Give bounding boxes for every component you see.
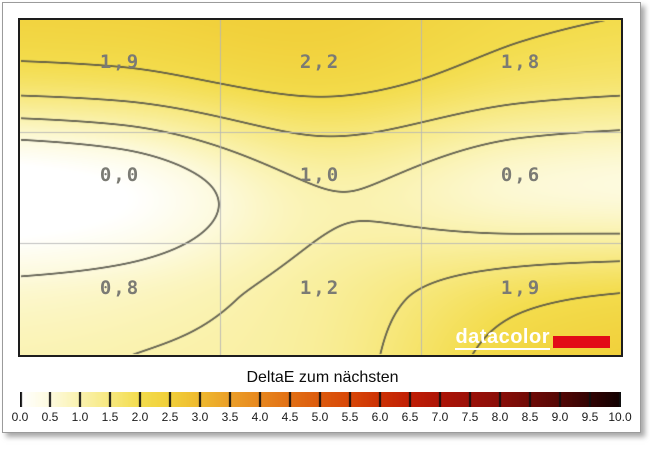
cell-value-label: 1,0 <box>299 164 341 186</box>
scale-tick-label: 6.5 <box>401 410 419 424</box>
cell-value-label: 0,8 <box>99 277 141 299</box>
scale-tick-label: 7.5 <box>461 410 479 424</box>
scale-tick-labels: 0.0 0.5 1.0 1.5 2.0 2.5 3.0 3.5 4.0 4.5 5.0 5.5 6.0 6… <box>12 410 632 426</box>
cell-value-label: 0,0 <box>99 164 141 186</box>
datacolor-logo: datacolor <box>455 326 610 350</box>
scale-tick-label: 8.0 <box>491 410 509 424</box>
scale-tick-label: 7.0 <box>431 410 449 424</box>
scale-tick-label: 10.0 <box>608 410 632 424</box>
cell-value-label: 1,2 <box>299 277 341 299</box>
datacolor-logo-red-bar <box>553 336 610 348</box>
scale-tick-label: 2.0 <box>131 410 149 424</box>
scale-tick-label: 5.5 <box>341 410 359 424</box>
scale-tick-label: 8.5 <box>521 410 539 424</box>
scale-tick-label: 3.0 <box>191 410 209 424</box>
cell-value-label: 1,8 <box>500 51 542 73</box>
scale-tick-label: 1.5 <box>101 410 119 424</box>
cell-value-label: 1,9 <box>500 277 542 299</box>
scale-tick-label: 0.0 <box>11 410 29 424</box>
cell-value-label: 2,2 <box>299 51 341 73</box>
scale-tick-label: 2.5 <box>161 410 179 424</box>
scale-tick-label: 4.5 <box>281 410 299 424</box>
scale-tick-label: 5.0 <box>311 410 329 424</box>
cell-value-label: 0,6 <box>500 164 542 186</box>
scale-tick-label: 0.5 <box>41 410 59 424</box>
report-page: 1,9 2,2 1,8 0,0 1,0 0,6 0,8 1,2 1,9 data… <box>2 2 641 433</box>
contour-heatmap-canvas <box>20 20 621 355</box>
scale-tick-label: 4.0 <box>251 410 269 424</box>
contour-plot: 1,9 2,2 1,8 0,0 1,0 0,6 0,8 1,2 1,9 data… <box>18 18 623 357</box>
cell-value-label: 1,9 <box>99 51 141 73</box>
chart-title: DeltaE zum nächsten <box>246 369 399 386</box>
scale-tick-label: 9.0 <box>551 410 569 424</box>
scale-tick-label: 1.0 <box>71 410 89 424</box>
color-scale-bar <box>20 392 621 407</box>
scale-tick-label: 3.5 <box>221 410 239 424</box>
scale-tick-label: 9.5 <box>581 410 599 424</box>
datacolor-logo-text: datacolor <box>455 326 550 350</box>
scale-tick-label: 6.0 <box>371 410 389 424</box>
